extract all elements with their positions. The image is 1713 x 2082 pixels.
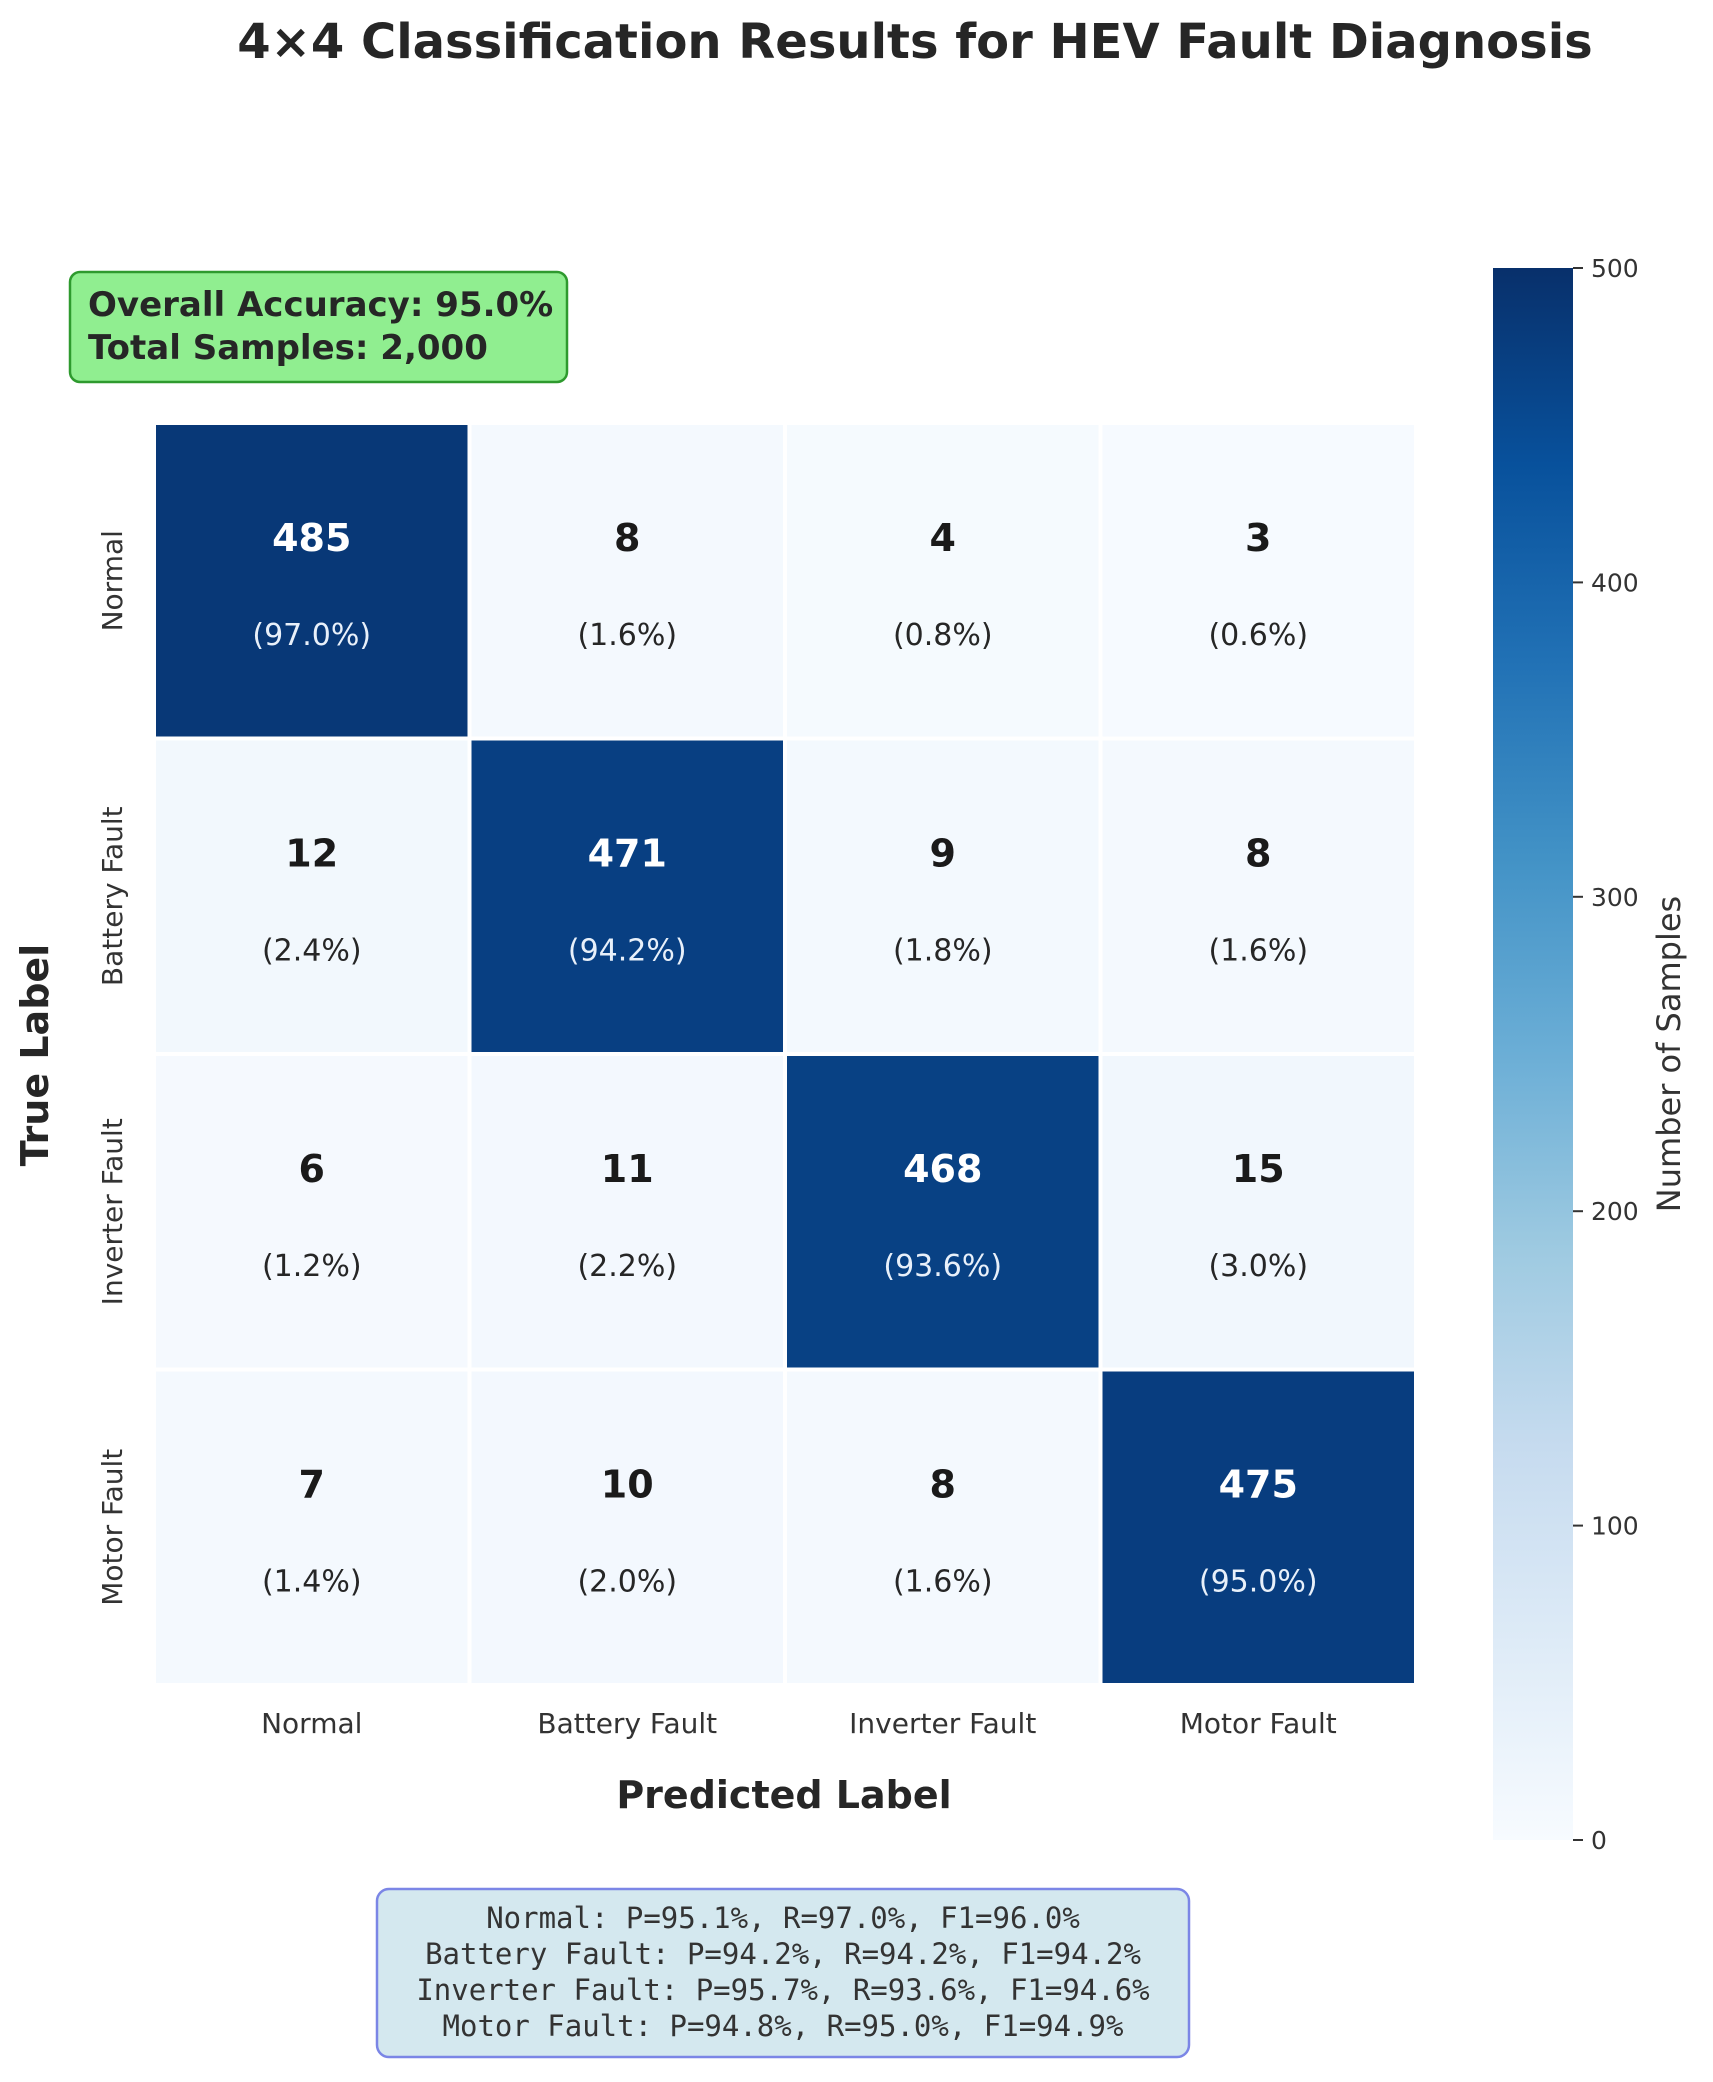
y-axis-title: True Label <box>13 944 57 1166</box>
heatmap-cell <box>783 736 1103 1056</box>
cell-count-label: 468 <box>903 1147 982 1191</box>
overall-accuracy-text: Overall Accuracy: 95.0% <box>88 285 553 325</box>
heatmap-cell <box>467 421 787 741</box>
heatmap-cells: 485 (97.0%) 8 (1.6%) 4 (0.8%) 3 (0.6%) 12 (2.4%) 4… <box>152 421 1418 1687</box>
metrics-box: Normal: P=95.1%, R=97.0%, F1=96.0% Batte… <box>375 1887 1191 2059</box>
cell-percentage-label: (93.6%) <box>883 1249 1002 1284</box>
heatmap-cell <box>783 1367 1103 1687</box>
cell-count-label: 11 <box>601 1147 654 1191</box>
cell-percentage-label: (1.4%) <box>262 1565 362 1600</box>
metrics-line-normal: Normal: P=95.1%, R=97.0%, F1=96.0% <box>486 1901 1080 1935</box>
x-tick-normal: Normal <box>261 1707 362 1740</box>
cell-count-label: 9 <box>930 832 956 876</box>
y-tick-battery-fault: Battery Fault <box>96 806 129 986</box>
colorbar-tick-label: 0 <box>1591 1826 1607 1855</box>
x-tick-motor-fault: Motor Fault <box>1180 1707 1337 1740</box>
heatmap-cell <box>1098 1367 1418 1687</box>
summary-box-background <box>68 270 569 384</box>
x-tick-labels: Normal Battery Fault Inverter Fault Motor F… <box>261 1707 1337 1740</box>
heatmap-cell <box>783 421 1103 741</box>
cell-percentage-label: (1.2%) <box>262 1249 362 1284</box>
cell-count-label: 471 <box>588 832 667 876</box>
heatmap-cell <box>467 1367 787 1687</box>
metrics-box-background <box>375 1887 1191 2059</box>
cell-count-label: 12 <box>285 832 338 876</box>
cell-count-label: 3 <box>1245 516 1271 560</box>
colorbar-tick-label: 500 <box>1591 254 1639 283</box>
heatmap-cell <box>783 1052 1103 1372</box>
cell-percentage-label: (94.2%) <box>568 934 687 969</box>
cell-count-label: 15 <box>1232 1147 1285 1191</box>
cell-percentage-label: (95.0%) <box>1199 1565 1318 1600</box>
colorbar-tick-label: 300 <box>1591 883 1639 912</box>
colorbar-ticks: 0 100 200 300 400 500 <box>1573 254 1639 1855</box>
heatmap-cell <box>1098 421 1418 741</box>
y-tick-motor-fault: Motor Fault <box>96 1449 129 1606</box>
cell-count-label: 475 <box>1219 1463 1298 1507</box>
metrics-line-motor-fault: Motor Fault: P=94.8%, R=95.0%, F1=94.9% <box>443 2009 1124 2043</box>
x-tick-battery-fault: Battery Fault <box>537 1707 717 1740</box>
y-tick-normal: Normal <box>96 530 129 631</box>
colorbar-tick-label: 400 <box>1591 568 1639 597</box>
heatmap-cell <box>152 421 472 741</box>
cell-percentage-label: (2.2%) <box>577 1249 677 1284</box>
x-axis-title: Predicted Label <box>616 1773 951 1817</box>
heatmap-cell <box>152 1052 472 1372</box>
cell-percentage-label: (1.6%) <box>577 618 677 653</box>
heatmap-cell <box>467 1052 787 1372</box>
y-tick-inverter-fault: Inverter Fault <box>96 1118 129 1305</box>
colorbar-label: Number of Samples <box>1650 896 1688 1212</box>
cell-percentage-label: (0.8%) <box>893 618 993 653</box>
colorbar-tick-label: 100 <box>1591 1512 1639 1541</box>
cell-count-label: 8 <box>930 1463 956 1507</box>
colorbar-gradient <box>1493 268 1573 1840</box>
cell-percentage-label: (2.4%) <box>262 934 362 969</box>
cell-count-label: 7 <box>299 1463 325 1507</box>
colorbar-tick-label: 200 <box>1591 1197 1639 1226</box>
cell-percentage-label: (0.6%) <box>1208 618 1308 653</box>
cell-percentage-label: (97.0%) <box>252 618 371 653</box>
cell-count-label: 6 <box>299 1147 325 1191</box>
cell-percentage-label: (3.0%) <box>1208 1249 1308 1284</box>
cell-percentage-label: (1.8%) <box>893 934 993 969</box>
cell-count-label: 10 <box>601 1463 654 1507</box>
total-samples-text: Total Samples: 2,000 <box>88 328 488 368</box>
heatmap-cell <box>152 1367 472 1687</box>
cell-percentage-label: (2.0%) <box>577 1565 677 1600</box>
heatmap-cell <box>1098 1052 1418 1372</box>
cell-count-label: 8 <box>614 516 640 560</box>
x-tick-inverter-fault: Inverter Fault <box>849 1707 1036 1740</box>
chart-title: 4×4 Classification Results for HEV Fault… <box>237 14 1593 70</box>
heatmap-cell <box>1098 736 1418 1056</box>
y-tick-labels: Normal Battery Fault Inverter Fault Motor F… <box>96 530 129 1606</box>
cell-percentage-label: (1.6%) <box>1208 934 1308 969</box>
summary-box: Overall Accuracy: 95.0% Total Samples: 2… <box>68 270 569 384</box>
cell-count-label: 485 <box>272 516 351 560</box>
heatmap-cell <box>467 736 787 1056</box>
cell-count-label: 4 <box>930 516 956 560</box>
metrics-line-battery-fault: Battery Fault: P=94.2%, R=94.2%, F1=94.2… <box>425 1937 1141 1971</box>
metrics-line-inverter-fault: Inverter Fault: P=95.7%, R=93.6%, F1=94.… <box>416 1973 1149 2007</box>
colorbar: 0 100 200 300 400 500 Number of Samples <box>1493 254 1688 1855</box>
heatmap-cell <box>152 736 472 1056</box>
cell-percentage-label: (1.6%) <box>893 1565 993 1600</box>
cell-count-label: 8 <box>1245 832 1271 876</box>
